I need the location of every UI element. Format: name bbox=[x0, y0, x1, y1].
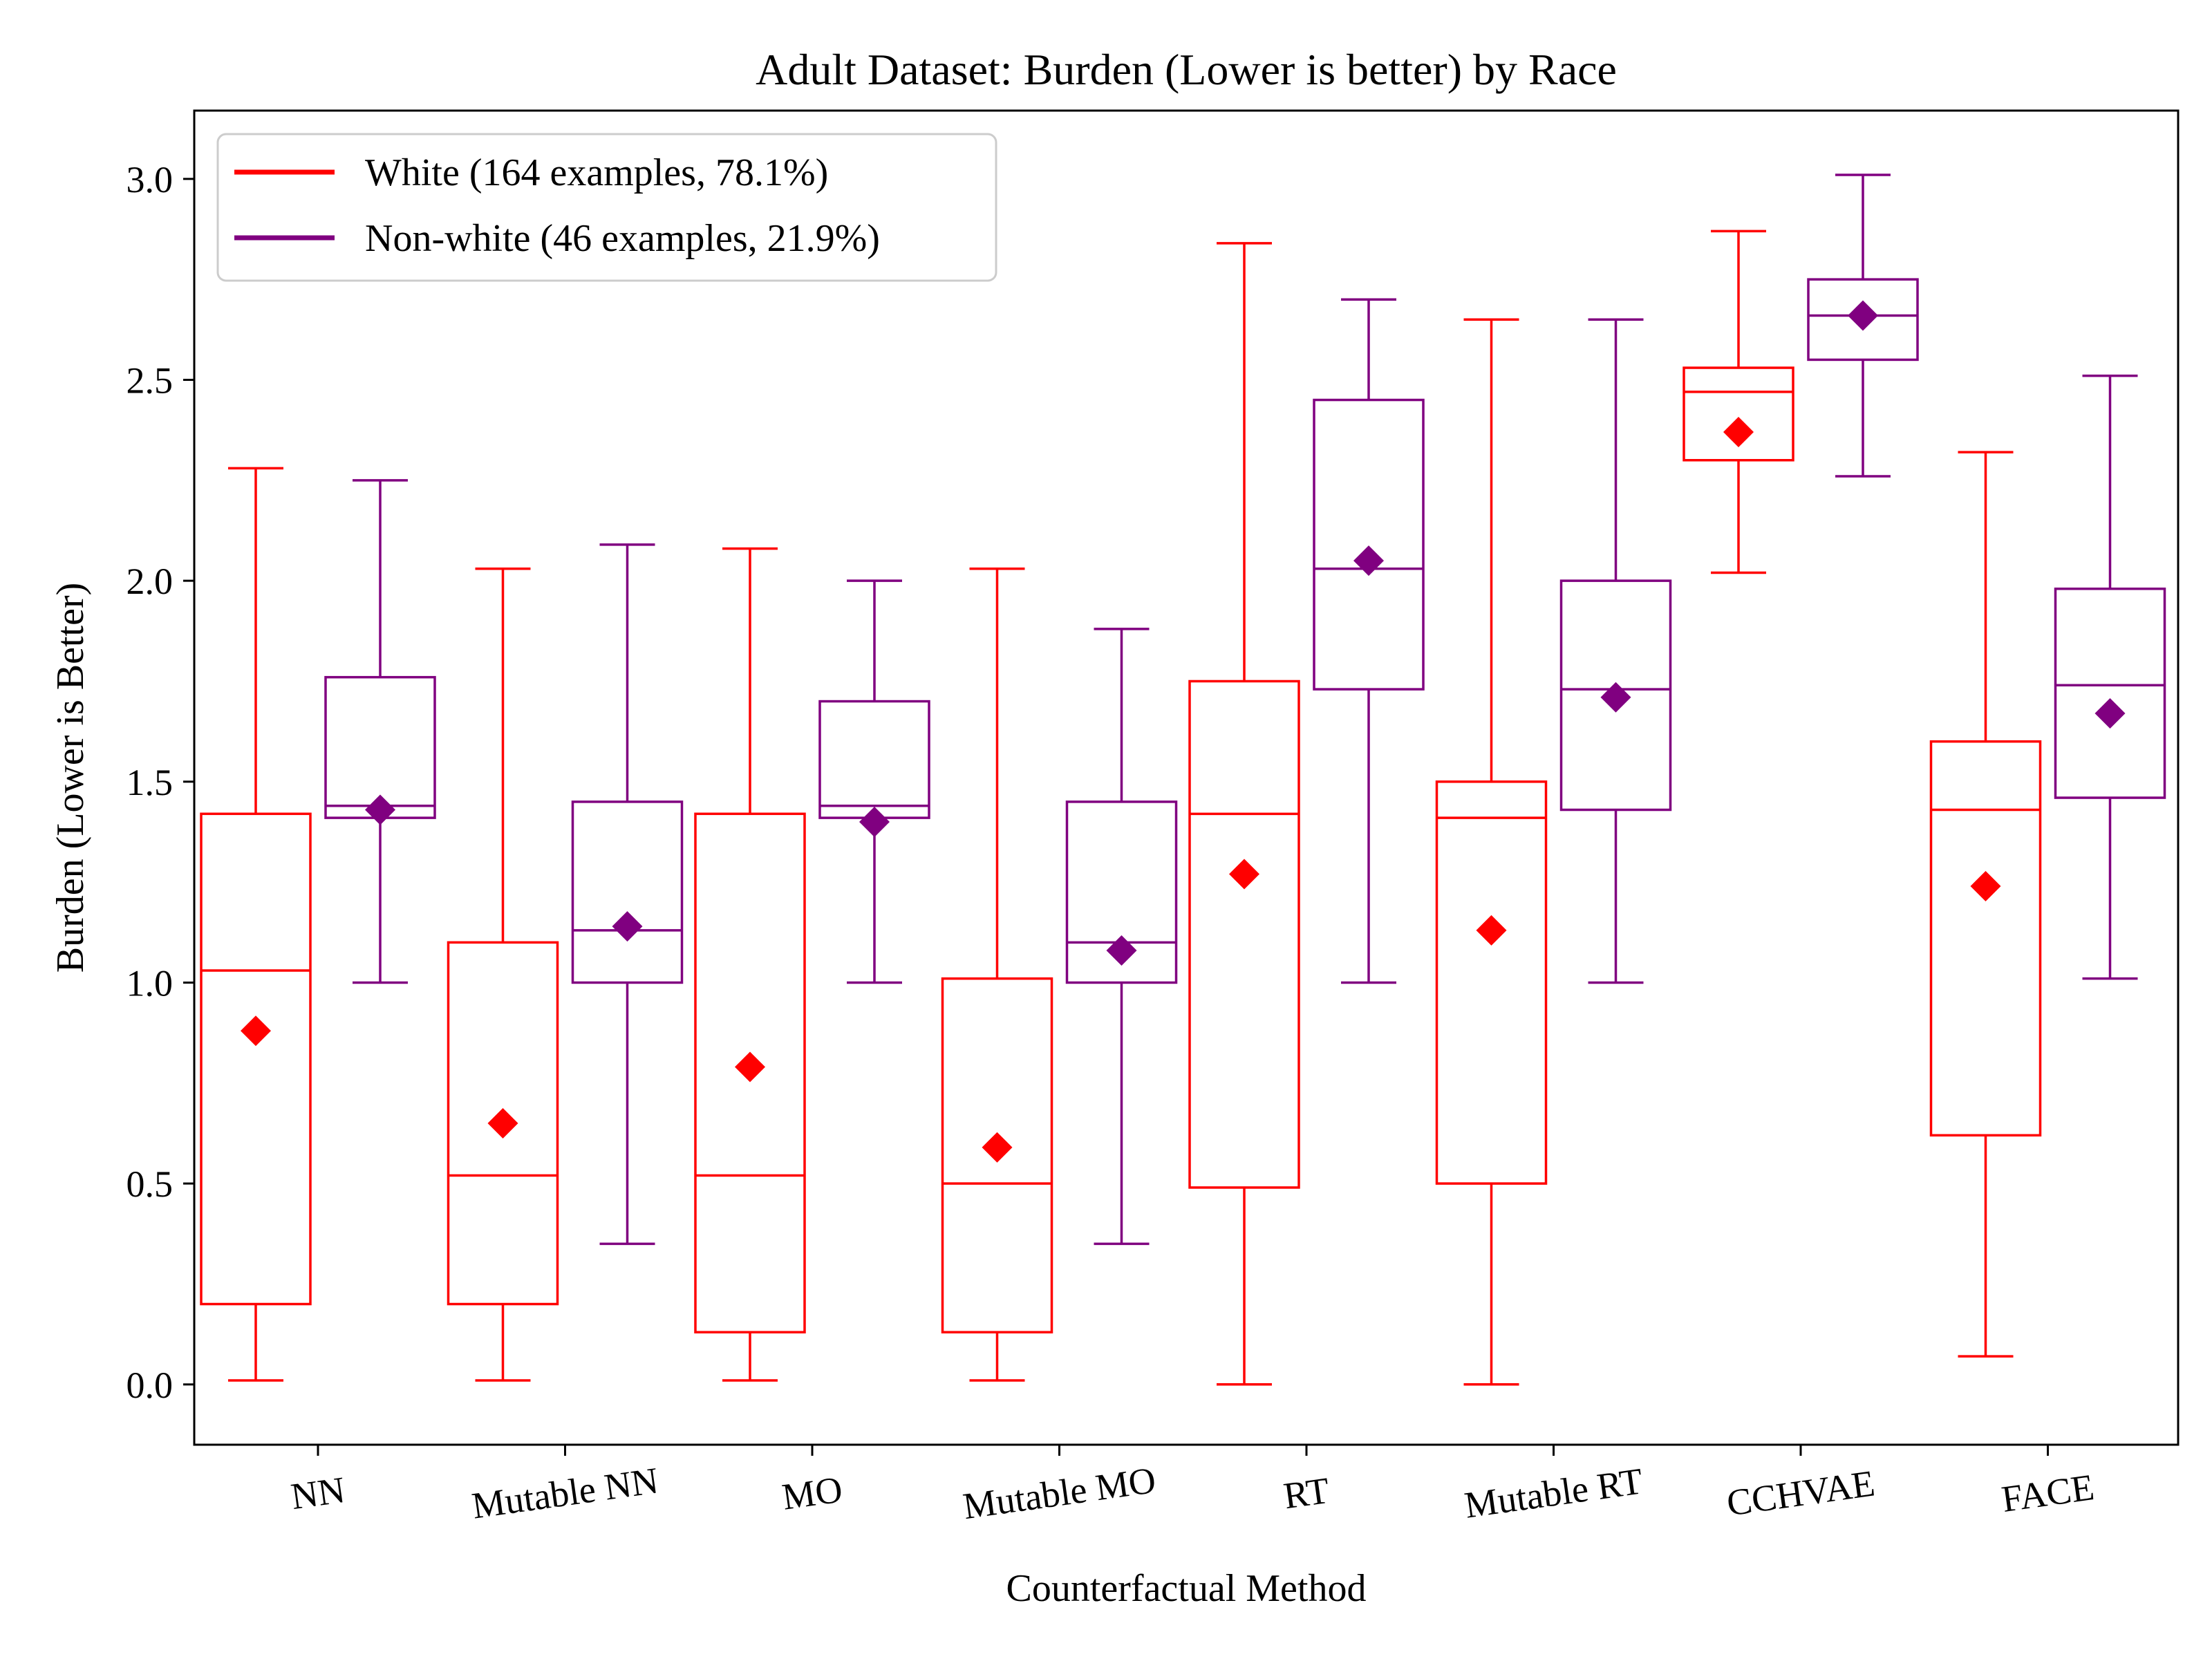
box-non-white bbox=[324, 479, 436, 984]
box-white bbox=[1435, 318, 1548, 1386]
mean-marker bbox=[735, 1051, 765, 1082]
legend-frame bbox=[216, 133, 997, 282]
iqr-box bbox=[1065, 800, 1178, 984]
mean-marker bbox=[1970, 870, 2001, 901]
iqr-box bbox=[1188, 679, 1300, 1189]
mean-marker bbox=[1353, 545, 1384, 577]
box-non-white bbox=[2054, 374, 2166, 980]
mean-marker bbox=[2094, 697, 2126, 729]
chart-title: Adult Dataset: Burden (Lower is better) … bbox=[756, 45, 1617, 94]
box-non-white bbox=[818, 579, 930, 984]
box-non-white bbox=[1065, 628, 1178, 1246]
iqr-box bbox=[447, 941, 559, 1306]
iqr-box bbox=[1435, 780, 1548, 1185]
mean-marker bbox=[241, 1015, 271, 1047]
iqr-box bbox=[2054, 588, 2166, 799]
box-white bbox=[200, 467, 312, 1382]
legend-label-white: White (164 examples, 78.1%) bbox=[365, 151, 828, 194]
mean-marker bbox=[1848, 300, 1878, 331]
mean-marker bbox=[1229, 859, 1259, 890]
y-tick-label: 0.0 bbox=[126, 1365, 174, 1406]
x-tick-label: MO bbox=[780, 1468, 845, 1518]
iqr-box bbox=[1313, 398, 1425, 691]
box-white bbox=[941, 567, 1053, 1382]
y-tick-label: 2.0 bbox=[126, 561, 174, 602]
iqr-box bbox=[200, 812, 312, 1306]
mean-marker bbox=[1600, 682, 1631, 713]
box-white bbox=[447, 567, 559, 1382]
iqr-box bbox=[1559, 579, 1672, 812]
box-non-white bbox=[571, 543, 684, 1246]
mean-marker bbox=[365, 794, 395, 825]
mean-marker bbox=[1723, 417, 1754, 448]
iqr-box bbox=[571, 800, 684, 984]
x-tick-label: RT bbox=[1281, 1470, 1331, 1517]
box-white bbox=[1683, 229, 1794, 574]
box-white bbox=[694, 547, 806, 1382]
box-non-white bbox=[1559, 318, 1672, 984]
x-tick-label: NN bbox=[288, 1469, 348, 1517]
iqr-box bbox=[694, 812, 806, 1333]
x-axis-label: Counterfactual Method bbox=[1006, 1567, 1367, 1610]
iqr-box bbox=[941, 977, 1053, 1333]
boxes-layer bbox=[200, 174, 2166, 1386]
box-non-white bbox=[1807, 174, 1919, 478]
y-axis-label: Burden (Lower is Better) bbox=[49, 583, 92, 973]
box-white bbox=[1929, 451, 2042, 1358]
mean-marker bbox=[1476, 915, 1507, 946]
y-tick-label: 0.5 bbox=[126, 1163, 174, 1205]
plot-frame bbox=[193, 109, 2180, 1446]
y-tick-label: 2.5 bbox=[126, 359, 174, 401]
y-axis: 0.0 0.5 1.0 1.5 2.0 2.5 3.0 bbox=[126, 159, 194, 1406]
iqr-box bbox=[1807, 278, 1919, 362]
legend: White (164 examples, 78.1%) Non-white (4… bbox=[216, 133, 997, 282]
y-tick-label: 1.5 bbox=[126, 762, 174, 803]
iqr-box bbox=[1929, 740, 2042, 1137]
mean-marker bbox=[859, 806, 890, 837]
y-tick-label: 1.0 bbox=[126, 962, 174, 1004]
mean-marker bbox=[487, 1107, 518, 1138]
y-tick-label: 3.0 bbox=[126, 159, 174, 200]
legend-label-non-white: Non-white (46 examples, 21.9%) bbox=[365, 217, 880, 260]
box-non-white bbox=[1313, 298, 1425, 984]
mean-marker bbox=[612, 911, 643, 942]
box-white bbox=[1188, 242, 1300, 1386]
iqr-box bbox=[1683, 366, 1794, 462]
mean-marker bbox=[1106, 935, 1137, 966]
mean-marker bbox=[982, 1132, 1013, 1163]
